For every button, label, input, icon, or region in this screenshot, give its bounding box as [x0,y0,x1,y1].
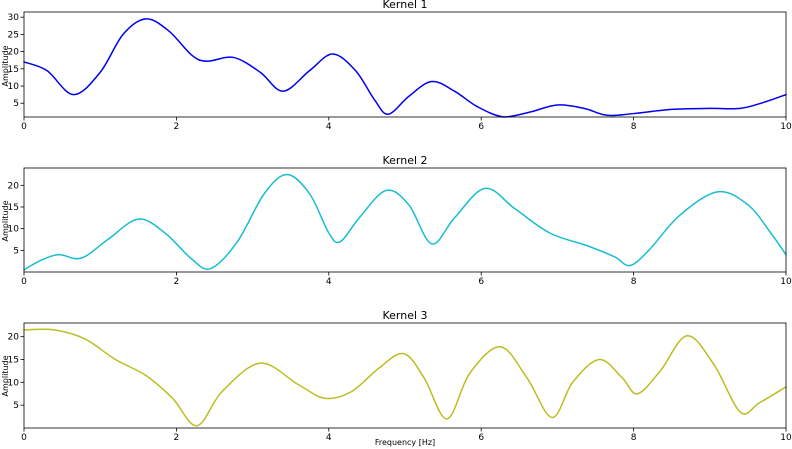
axis-ticks: 0 2 4 6 8 10 5 10 15 20 [8,333,792,443]
chart-title: Kernel 1 [382,0,427,11]
y-tick-label: 20 [8,333,20,343]
chart-panel-kernel-3: Kernel 3 Amplitude 0 2 4 6 8 10 5 10 15 20 [1,309,792,443]
plot-frame [23,167,787,273]
x-tick-label: 4 [326,433,332,443]
series-line [23,18,787,118]
x-tick-label: 8 [631,122,637,132]
x-tick-label: 6 [478,277,484,287]
x-tick-label: 4 [326,122,332,132]
x-tick-label: 10 [780,277,792,287]
series-line [23,328,787,427]
y-tick-label: 20 [8,181,20,191]
series-line [23,173,787,271]
y-tick-label: 5 [13,401,19,411]
chart-panel-kernel-2: Kernel 2 Amplitude 0 2 4 6 8 10 5 10 15 20 [1,154,792,287]
x-tick-label: 6 [478,433,484,443]
x-tick-label: 2 [174,433,180,443]
chart-panel-kernel-1: Kernel 1 Amplitude 0 2 4 6 8 10 5 10 15 20 25 30 [1,0,792,132]
x-tick-label: 6 [478,122,484,132]
y-axis-label: Amplitude [1,200,10,241]
plot-frame [23,11,787,118]
axis-ticks: 0 2 4 6 8 10 5 10 15 20 25 30 [8,13,792,132]
y-tick-label: 30 [8,13,20,23]
y-tick-label: 5 [13,246,19,256]
y-tick-label: 10 [8,225,20,235]
axis-ticks: 0 2 4 6 8 10 5 10 15 20 [8,181,792,287]
x-tick-label: 8 [631,433,637,443]
y-tick-label: 10 [8,378,20,388]
x-tick-label: 0 [21,433,27,443]
x-tick-label: 2 [174,277,180,287]
y-tick-label: 25 [8,30,19,40]
chart-title: Kernel 2 [382,154,427,167]
y-tick-label: 20 [8,48,20,58]
x-tick-label: 2 [174,122,180,132]
x-tick-label: 0 [21,277,27,287]
x-tick-label: 4 [326,277,332,287]
x-tick-label: 10 [780,122,792,132]
y-tick-label: 15 [8,356,19,366]
y-axis-label: Amplitude [1,45,10,86]
y-axis-label: Amplitude [1,355,10,396]
chart-title: Kernel 3 [382,309,427,322]
x-tick-label: 8 [631,277,637,287]
y-tick-label: 5 [13,99,19,109]
plot-frame [23,322,787,429]
x-axis-label: Frequency [Hz] [375,438,435,447]
x-tick-label: 0 [21,122,27,132]
x-tick-label: 10 [780,433,792,443]
y-tick-label: 15 [8,203,19,213]
y-tick-label: 10 [8,82,20,92]
y-tick-label: 15 [8,65,19,75]
